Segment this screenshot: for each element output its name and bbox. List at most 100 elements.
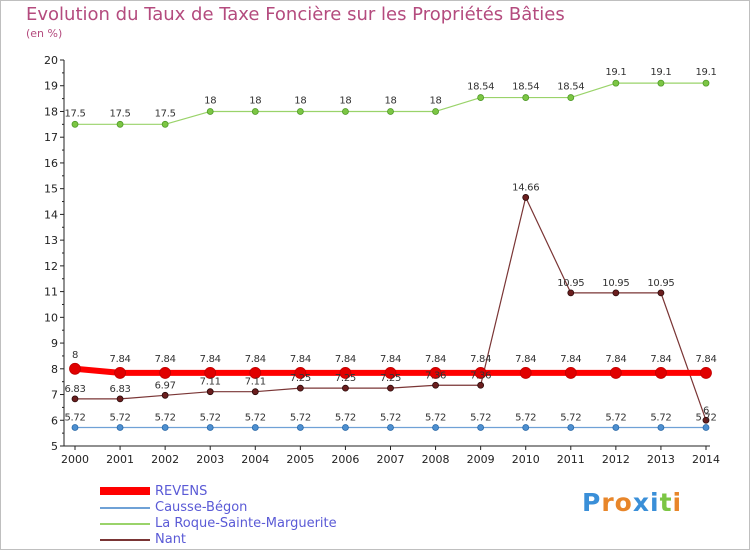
data-label-nant-2003: 7.11	[200, 377, 221, 388]
data-label-causse-begon-2011: 5.72	[560, 412, 581, 423]
y-tick-label-18: 18	[44, 105, 58, 118]
data-label-la-roque-2002: 17.5	[155, 108, 176, 119]
data-point-revens-2011	[564, 367, 577, 379]
data-label-revens-2007: 7.84	[380, 354, 401, 365]
data-point-nant-2014	[702, 416, 710, 424]
legend-label-nant: Nant	[155, 532, 187, 547]
data-point-revens-2012	[609, 367, 622, 379]
data-label-nant-2011: 10.95	[557, 278, 584, 289]
data-point-revens-2004	[249, 367, 262, 379]
data-label-revens-2012: 7.84	[605, 354, 626, 365]
data-point-causse-begon-2011	[567, 424, 575, 431]
data-label-nant-2000: 6.83	[64, 384, 85, 395]
data-point-causse-begon-2002	[161, 424, 169, 431]
data-label-la-roque-2001: 17.5	[110, 108, 131, 119]
data-label-causse-begon-2012: 5.72	[605, 412, 626, 423]
data-point-revens-2013	[655, 367, 667, 379]
data-label-causse-begon-2000: 5.72	[64, 412, 85, 423]
data-point-revens-2014	[700, 367, 712, 379]
y-tick-label-10: 10	[44, 311, 58, 324]
y-tick-label-8: 8	[51, 363, 58, 376]
y-tick-label-11: 11	[44, 286, 58, 299]
data-point-nant-2008	[432, 381, 439, 389]
data-label-nant-2004: 7.11	[245, 377, 266, 388]
data-point-nant-2006	[342, 384, 349, 392]
data-point-la-roque-2002	[161, 120, 169, 128]
data-point-causse-begon-2005	[296, 424, 304, 431]
data-label-la-roque-2009: 18.54	[467, 82, 494, 93]
data-point-revens-2003	[204, 367, 217, 379]
data-point-nant-2012	[612, 289, 620, 297]
data-label-revens-2008: 7.84	[425, 354, 446, 365]
data-label-nant-2005: 7.25	[290, 373, 311, 384]
data-label-causse-begon-2007: 5.72	[380, 412, 401, 423]
data-label-la-roque-2014: 19.1	[695, 67, 716, 78]
data-label-revens-2004: 7.84	[245, 354, 266, 365]
y-tick-label-19: 19	[44, 80, 58, 93]
data-point-causse-begon-2000	[71, 424, 79, 431]
data-label-la-roque-2010: 18.54	[512, 82, 539, 93]
y-tick-label-15: 15	[44, 183, 58, 196]
data-point-causse-begon-2003	[206, 424, 214, 431]
data-point-revens-2008	[429, 367, 442, 379]
x-tick-label-2007: 2007	[377, 453, 405, 466]
data-label-la-roque-2011: 18.54	[557, 82, 584, 93]
data-point-la-roque-2013	[657, 79, 665, 87]
y-tick-label-5: 5	[51, 440, 58, 453]
data-label-la-roque-2012: 19.1	[605, 67, 626, 78]
data-label-revens-2013: 7.84	[650, 354, 671, 365]
axes: 5 6 7 8 9 10 11 12 13 14 15 16 17 18 19 20 2000 2001 2002 2…	[44, 54, 720, 466]
data-point-revens-2000	[69, 362, 81, 375]
y-tick-label-9: 9	[51, 337, 58, 350]
data-label-nant-2001: 6.83	[110, 384, 131, 395]
x-tick-label-2003: 2003	[196, 453, 224, 466]
data-label-causse-begon-2003: 5.72	[200, 412, 221, 423]
data-label-causse-begon-2010: 5.72	[515, 412, 536, 423]
data-label-causse-begon-2004: 5.72	[245, 412, 266, 423]
data-label-causse-begon-2001: 5.72	[110, 412, 131, 423]
legend-swatch-revens	[100, 487, 150, 495]
data-point-la-roque-2001	[116, 120, 124, 128]
data-label-revens-2000: 8	[72, 350, 78, 361]
x-tick-label-2000: 2000	[61, 453, 89, 466]
data-point-revens-2001	[114, 367, 126, 379]
data-label-causse-begon-2005: 5.72	[290, 412, 311, 423]
data-label-revens-2014: 7.84	[695, 354, 716, 365]
data-label-la-roque-2005: 18	[294, 95, 306, 106]
data-label-revens-2006: 7.84	[335, 354, 356, 365]
data-label-la-roque-2007: 18	[384, 95, 396, 106]
x-tick-label-2011: 2011	[557, 453, 585, 466]
y-tick-label-17: 17	[44, 131, 58, 144]
data-point-nant-2010	[522, 194, 530, 201]
chart-title: Evolution du Taux de Taxe Foncière sur l…	[26, 4, 565, 25]
x-tick-label-2005: 2005	[286, 453, 314, 466]
data-point-causse-begon-2012	[612, 424, 620, 431]
data-label-nant-2013: 10.95	[647, 278, 674, 289]
data-point-la-roque-2005	[296, 108, 304, 115]
x-tick-label-2010: 2010	[512, 453, 540, 466]
y-tick-label-14: 14	[44, 208, 58, 221]
y-tick-label-13: 13	[44, 234, 58, 247]
data-label-la-roque-2003: 18	[204, 95, 216, 106]
data-label-causse-begon-2008: 5.72	[425, 412, 446, 423]
x-tick-label-2009: 2009	[467, 453, 495, 466]
data-label-nant-2008: 7.36	[425, 370, 446, 381]
x-tick-label-2008: 2008	[422, 453, 450, 466]
data-point-la-roque-2014	[702, 79, 710, 87]
data-point-la-roque-2008	[432, 108, 439, 115]
data-point-nant-2007	[387, 384, 394, 392]
data-label-causse-begon-2009: 5.72	[470, 412, 491, 423]
legend-swatch-la-roque	[100, 523, 150, 525]
data-point-la-roque-2011	[567, 94, 575, 101]
y-axis-unit: (en %)	[26, 27, 63, 40]
y-tick-label-7: 7	[51, 389, 58, 402]
data-label-causse-begon-2006: 5.72	[335, 412, 356, 423]
data-point-causse-begon-2009	[477, 424, 485, 431]
data-labels-layer: 5.72 5.72 5.72 5.72 5.72 5.72 5.72 5.72 5.72 5.72…	[64, 67, 716, 423]
data-label-nant-2009: 7.36	[470, 370, 491, 381]
data-point-la-roque-2010	[522, 94, 530, 101]
data-label-causse-begon-2013: 5.72	[650, 412, 671, 423]
data-point-nant-2013	[657, 289, 665, 297]
data-point-la-roque-2012	[612, 79, 620, 87]
